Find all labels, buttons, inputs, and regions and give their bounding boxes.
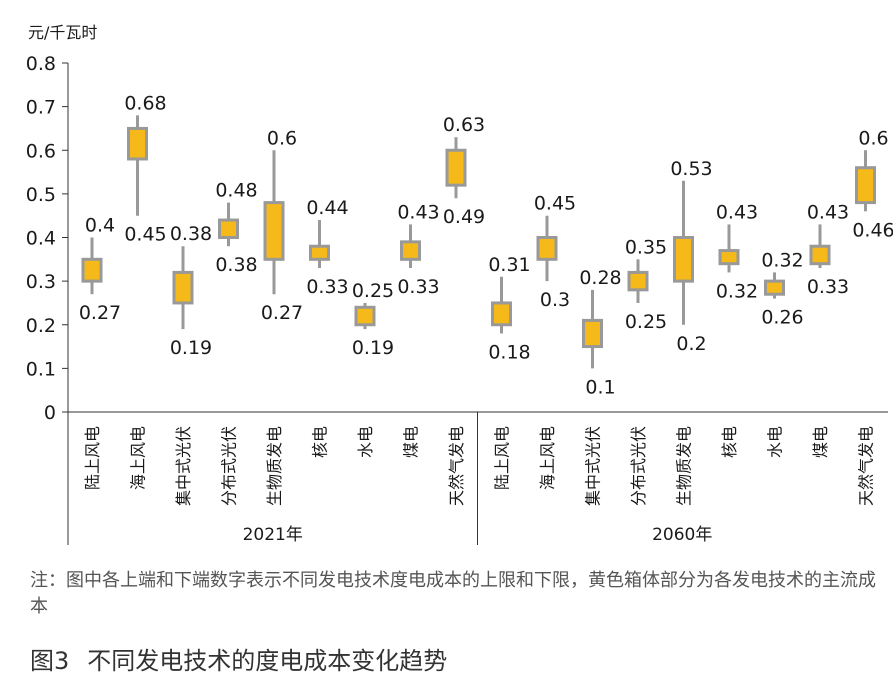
y-tick-label: 0.7 [26, 97, 56, 119]
box [400, 240, 421, 261]
box [127, 126, 148, 161]
box [81, 257, 103, 283]
box [354, 305, 376, 327]
lower-value-label: 0.33 [397, 276, 439, 298]
lower-value-label: 0.46 [852, 219, 893, 241]
category-label: 生物质发电 [265, 426, 284, 506]
lower-value-label: 0.32 [716, 280, 758, 302]
box-chart: 元/千瓦时 00.10.20.30.40.50.60.70.82021年0.40… [26, 23, 893, 545]
category-label: 天然气发电 [857, 426, 876, 506]
axes [62, 62, 888, 545]
category-label: 集中式光伏 [584, 426, 603, 506]
category-label: 核电 [720, 426, 739, 458]
lower-value-label: 0.18 [488, 341, 530, 363]
lower-value-label: 0.27 [79, 302, 121, 324]
category-label: 陆上风电 [493, 426, 512, 490]
group-label: 2021年 [243, 525, 303, 545]
box [263, 201, 285, 261]
upper-value-label: 0.63 [443, 114, 485, 136]
y-tick-label: 0.5 [26, 184, 56, 206]
lower-value-label: 0.3 [540, 289, 570, 311]
box [764, 279, 785, 296]
lower-value-label: 0.26 [761, 307, 803, 329]
box [536, 236, 558, 261]
box [673, 236, 694, 283]
category-label: 海上风电 [129, 426, 148, 490]
category-label: 天然气发电 [447, 426, 466, 506]
category-label: 分布式光伏 [220, 426, 239, 506]
category-label: 分布式光伏 [629, 426, 648, 506]
lower-value-label: 0.33 [807, 276, 849, 298]
chart-note: 注：图中各上端和下端数字表示不同发电技术度电成本的上限和下限，黄色箱体部分为各发… [30, 570, 876, 617]
upper-value-label: 0.6 [858, 127, 888, 149]
y-tick-label: 0.6 [26, 140, 56, 162]
lower-value-label: 0.25 [625, 311, 667, 333]
upper-value-label: 0.43 [716, 201, 758, 223]
upper-value-label: 0.35 [625, 236, 667, 258]
upper-value-label: 0.43 [807, 201, 849, 223]
category-label: 集中式光伏 [174, 426, 193, 506]
box [582, 318, 603, 349]
y-tick-label: 0.4 [26, 228, 56, 250]
box [809, 244, 831, 266]
upper-value-label: 0.25 [352, 280, 394, 302]
box [491, 301, 512, 327]
upper-value-label: 0.28 [579, 267, 621, 289]
chart-marks [81, 115, 876, 369]
box [718, 249, 740, 266]
upper-value-label: 0.45 [534, 193, 576, 215]
group-label: 2060年 [652, 525, 712, 545]
y-tick-label: 0.1 [26, 358, 56, 380]
y-axis-unit-label: 元/千瓦时 [28, 23, 97, 42]
category-label: 煤电 [811, 426, 830, 458]
category-label: 水电 [766, 426, 785, 458]
upper-value-label: 0.44 [306, 197, 348, 219]
y-tick-label: 0.2 [26, 315, 56, 337]
upper-value-label: 0.6 [267, 127, 297, 149]
upper-value-label: 0.38 [170, 223, 212, 245]
box [309, 244, 330, 261]
box [627, 270, 649, 292]
lower-value-label: 0.19 [170, 337, 212, 359]
figure-caption: 图3 不同发电技术的度电成本变化趋势 [30, 641, 447, 676]
lower-value-label: 0.38 [215, 254, 257, 276]
category-label: 生物质发电 [675, 426, 694, 506]
y-tick-label: 0.8 [26, 53, 56, 75]
lower-value-label: 0.19 [352, 337, 394, 359]
upper-value-label: 0.31 [488, 254, 530, 276]
upper-value-label: 0.53 [670, 158, 712, 180]
category-label: 陆上风电 [83, 426, 102, 490]
lower-value-label: 0.49 [443, 206, 485, 228]
category-label: 煤电 [402, 426, 421, 458]
lower-value-label: 0.1 [585, 376, 615, 398]
box [445, 148, 467, 187]
upper-value-label: 0.68 [124, 92, 166, 114]
upper-value-label: 0.32 [761, 249, 803, 271]
lower-value-label: 0.2 [676, 333, 706, 355]
box [855, 166, 876, 205]
figure-title: 不同发电技术的度电成本变化趋势 [87, 647, 448, 675]
lower-value-label: 0.27 [261, 302, 303, 324]
category-label: 海上风电 [538, 426, 557, 490]
upper-value-label: 0.43 [397, 201, 439, 223]
lower-value-label: 0.45 [124, 224, 166, 246]
box [172, 270, 194, 305]
y-tick-label: 0 [44, 402, 56, 424]
upper-value-label: 0.4 [85, 215, 115, 237]
chart-labels: 0 0.1 0.2 0.3 0.4 0.5 0.6 0.7 0.8 2021年 0.4 0.27 陆上风… [26, 53, 893, 545]
upper-value-label: 0.48 [215, 180, 257, 202]
lower-value-label: 0.33 [306, 276, 348, 298]
box [218, 218, 239, 240]
category-label: 水电 [356, 426, 375, 458]
y-tick-label: 0.3 [26, 271, 56, 293]
figure-number: 图3 [30, 647, 70, 675]
category-label: 核电 [311, 426, 330, 458]
